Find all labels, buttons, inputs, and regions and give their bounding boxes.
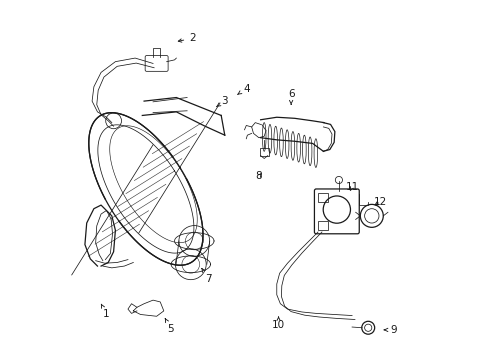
Bar [260, 148, 268, 156]
Text: 6: 6 [287, 89, 294, 104]
Text: 9: 9 [384, 325, 396, 335]
Text: 10: 10 [271, 317, 285, 330]
Text: 3: 3 [216, 96, 227, 107]
Text: 12: 12 [373, 197, 386, 207]
Text: 8: 8 [255, 171, 262, 181]
Bar [317, 221, 327, 230]
Text: 7: 7 [202, 269, 211, 284]
Text: 5: 5 [165, 319, 174, 334]
Text: 11: 11 [345, 182, 358, 192]
Text: 4: 4 [237, 84, 249, 94]
Text: 2: 2 [178, 33, 195, 43]
Bar [317, 193, 327, 202]
Text: 1: 1 [101, 304, 109, 319]
